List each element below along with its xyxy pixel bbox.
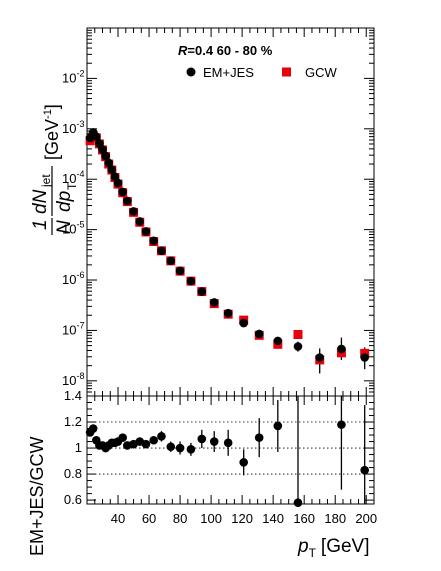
legend: R=0.4 60 - 80 % EM+JES GCW xyxy=(178,43,338,80)
ratio-point xyxy=(141,439,151,449)
em-jes-point xyxy=(223,308,233,318)
em-jes-point xyxy=(186,276,196,286)
ratio-point xyxy=(273,421,283,431)
em-jes-point xyxy=(141,227,151,236)
ratio-y-tick-label: 1.2 xyxy=(64,414,82,429)
em-jes-point xyxy=(337,344,346,354)
em-jes-point xyxy=(113,178,123,188)
main-y-tick-label: 10-5 xyxy=(62,220,84,237)
x-tick-label: 140 xyxy=(262,511,284,526)
y-title-T: T xyxy=(65,182,79,190)
ratio-y-tick-label: 0.6 xyxy=(64,492,82,507)
main-y-tick-labels: 10-8 10-7 10-6 10-5 10-4 10-3 10-2 xyxy=(62,68,84,387)
ratio-point xyxy=(118,433,127,442)
main-y-tick-label: 10-2 xyxy=(62,68,84,85)
x-tick-label: 120 xyxy=(231,511,253,526)
ratio-point xyxy=(360,465,369,475)
main-y-tick-label: 10-4 xyxy=(62,169,84,186)
series-em-jes xyxy=(85,128,369,362)
y-title-unit: [GeV-1] xyxy=(42,104,62,160)
main-y-tick-label: 10-7 xyxy=(62,320,84,337)
legend-label-gcw: GCW xyxy=(305,65,338,80)
x-tick-label: 180 xyxy=(324,511,346,526)
em-jes-point xyxy=(118,187,127,197)
ratio-point xyxy=(186,445,196,454)
ratio-y-tick-label: 1.4 xyxy=(64,388,82,403)
ratio-point xyxy=(209,437,219,446)
y-title-jet: jet xyxy=(39,174,53,188)
legend-title: R=0.4 60 - 80 % xyxy=(178,43,273,58)
x-tick-label: 40 xyxy=(111,511,125,526)
legend-title-r: R xyxy=(178,43,188,58)
em-jes-point xyxy=(123,196,132,206)
em-jes-point xyxy=(315,353,325,362)
y-title-dp: dp xyxy=(54,191,75,212)
legend-marker-gcw xyxy=(282,67,291,77)
x-tick-label: 60 xyxy=(142,511,156,526)
em-jes-point xyxy=(104,158,114,168)
main-y-tick-label: 10-8 xyxy=(62,371,84,388)
em-jes-point xyxy=(166,256,176,266)
em-jes-point xyxy=(98,145,107,154)
legend-label-em-jes: EM+JES xyxy=(203,65,254,80)
y-title-N: N xyxy=(54,220,75,234)
em-jes-point xyxy=(197,287,207,296)
em-jes-point xyxy=(360,353,369,362)
em-jes-point xyxy=(135,217,145,226)
em-jes-point xyxy=(273,336,283,346)
ratio-point xyxy=(149,435,159,445)
ratio-y-tick-labels: 0.6 0.8 1 1.2 1.4 xyxy=(64,388,82,507)
em-jes-point xyxy=(92,132,101,141)
legend-title-rest: =0.4 60 - 80 % xyxy=(187,43,272,58)
ratio-point xyxy=(239,458,248,467)
main-y-tick-label: 10-3 xyxy=(62,119,84,136)
ratio-point xyxy=(337,420,346,429)
x-tick-label: 200 xyxy=(355,511,377,526)
x-axis-title: pT [GeV] xyxy=(297,536,370,560)
ratio-axis-ticks xyxy=(86,395,375,504)
em-jes-point xyxy=(254,329,264,339)
series-gcw xyxy=(85,131,370,365)
main-axis-ticks xyxy=(86,27,375,397)
ratio-point xyxy=(166,442,176,452)
ratio-point xyxy=(197,434,207,444)
em-jes-point xyxy=(107,165,117,174)
ratio-point xyxy=(175,443,185,453)
em-jes-point xyxy=(129,207,138,216)
x-tick-label: 100 xyxy=(200,511,222,526)
em-jes-point xyxy=(293,342,303,351)
y-title-dN: dN xyxy=(30,189,51,214)
main-y-axis-title: 1 N dN jet dp T [GeV-1] xyxy=(30,104,79,235)
ratio-point xyxy=(157,432,166,441)
gcw-point xyxy=(293,330,303,340)
series-ratio xyxy=(85,396,369,507)
em-jes-point xyxy=(175,266,185,276)
ratio-y-axis-title: EM+JES/GCW xyxy=(27,436,47,556)
x-tick-label: 160 xyxy=(293,511,315,526)
em-jes-point xyxy=(157,246,166,256)
em-jes-point xyxy=(239,318,248,328)
em-jes-point xyxy=(149,236,159,246)
y-title-one: 1 xyxy=(30,219,51,230)
ratio-point xyxy=(254,433,264,442)
em-jes-point xyxy=(101,151,110,161)
ratio-point xyxy=(293,498,303,507)
ratio-point xyxy=(223,438,233,448)
legend-marker-em-jes xyxy=(186,67,196,77)
ratio-point xyxy=(88,424,98,433)
ratio-y-tick-label: 1 xyxy=(75,440,82,455)
ratio-plot-frame xyxy=(86,395,375,505)
main-y-tick-label: 10-6 xyxy=(62,270,84,287)
x-tick-labels: 40 60 80 100 120 140 160 180 200 xyxy=(111,511,377,526)
ratio-y-tick-label: 0.8 xyxy=(64,466,82,481)
x-tick-label: 80 xyxy=(173,511,187,526)
em-jes-point xyxy=(209,298,219,307)
